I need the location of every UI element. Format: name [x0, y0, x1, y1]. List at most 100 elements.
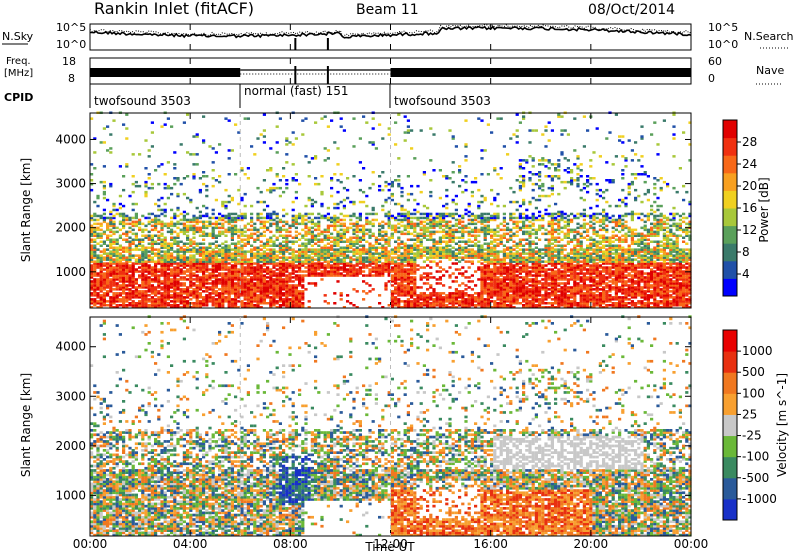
power-cell — [451, 272, 455, 275]
power-cell — [243, 306, 247, 309]
power-cell — [141, 228, 145, 232]
power-cell — [307, 248, 311, 251]
power-cell — [458, 222, 462, 226]
power-cell — [285, 248, 289, 251]
power-cell — [189, 284, 193, 287]
power-cell — [192, 177, 196, 180]
power-cell — [298, 250, 302, 253]
power-cell — [438, 282, 442, 285]
power-cell — [189, 258, 193, 261]
power-cell — [112, 226, 116, 230]
power-cell — [109, 224, 113, 228]
power-cell — [477, 200, 481, 204]
power-cell — [387, 266, 391, 269]
power-cell — [96, 274, 100, 277]
power-cell — [109, 210, 113, 214]
power-cell — [275, 228, 279, 232]
power-cell — [160, 212, 164, 216]
power-cell — [256, 252, 260, 255]
power-cell — [205, 246, 209, 249]
power-cell — [259, 190, 263, 194]
power-cell — [406, 212, 410, 216]
power-cell — [176, 208, 180, 212]
power-cell — [173, 296, 177, 299]
power-cell — [147, 238, 151, 241]
power-cell — [221, 280, 225, 283]
power-cell — [102, 304, 106, 307]
power-cell — [182, 121, 186, 124]
power-cell — [211, 296, 215, 299]
power-cell — [515, 300, 519, 303]
power-cell — [454, 218, 458, 222]
power-cell — [429, 304, 433, 307]
power-cell — [451, 250, 455, 253]
power-cell — [224, 220, 228, 224]
power-cell — [163, 242, 167, 245]
power-cell — [275, 214, 279, 218]
power-cell — [221, 292, 225, 295]
power-cell — [240, 274, 244, 277]
power-cell — [93, 292, 97, 295]
power-cell — [451, 256, 455, 259]
power-cell — [349, 250, 353, 253]
power-cell — [262, 286, 266, 289]
power-cell — [506, 266, 510, 269]
power-cell — [182, 230, 186, 234]
power-cell — [403, 292, 407, 295]
power-cell — [115, 292, 119, 295]
power-cell — [250, 204, 254, 208]
power-cell — [326, 125, 330, 128]
power-cell — [522, 202, 526, 206]
power-cell — [134, 180, 138, 184]
power-cell — [125, 306, 129, 309]
power-cell — [301, 220, 305, 224]
power-cell — [403, 248, 407, 251]
power-cell — [234, 224, 238, 228]
power-cell — [339, 294, 343, 297]
power-cell — [118, 244, 122, 247]
power-cell — [432, 238, 436, 241]
power-cell — [250, 294, 254, 297]
power-cell — [166, 184, 170, 188]
power-cell — [368, 258, 372, 261]
power-cell — [198, 260, 202, 263]
power-cell — [467, 252, 471, 255]
power-cell — [413, 300, 417, 303]
power-cell — [371, 244, 375, 247]
power-cell — [518, 212, 522, 216]
power-cell — [256, 284, 260, 287]
power-cell — [470, 180, 474, 184]
power-cell — [483, 268, 487, 271]
power-cell — [490, 214, 494, 218]
power-cell — [230, 238, 234, 241]
power-cell — [205, 280, 209, 283]
power-cell — [467, 238, 471, 241]
power-cell — [282, 260, 286, 263]
power-cell — [237, 278, 241, 281]
power-cell — [150, 131, 154, 134]
power-cell — [397, 238, 401, 241]
power-cell — [269, 272, 273, 275]
power-cell — [122, 302, 126, 305]
power-cell — [464, 242, 468, 245]
power-cell — [480, 272, 484, 275]
power-cell — [192, 254, 196, 257]
power-cell — [96, 300, 100, 303]
power-cell — [131, 294, 135, 297]
power-cell — [522, 300, 526, 303]
power-cell — [285, 304, 289, 307]
power-cell — [138, 296, 142, 299]
power-cell — [90, 256, 94, 259]
power-cell — [224, 282, 228, 285]
power-cell — [509, 234, 513, 237]
power-cell — [122, 304, 126, 307]
power-cell — [218, 232, 222, 236]
power-cell — [227, 226, 231, 230]
power-cell — [99, 272, 103, 275]
power-cell — [518, 244, 522, 247]
power-cell — [486, 282, 490, 285]
power-cell — [467, 226, 471, 230]
power-cell — [112, 278, 116, 281]
power-cell — [176, 226, 180, 230]
power-cell — [464, 304, 468, 307]
